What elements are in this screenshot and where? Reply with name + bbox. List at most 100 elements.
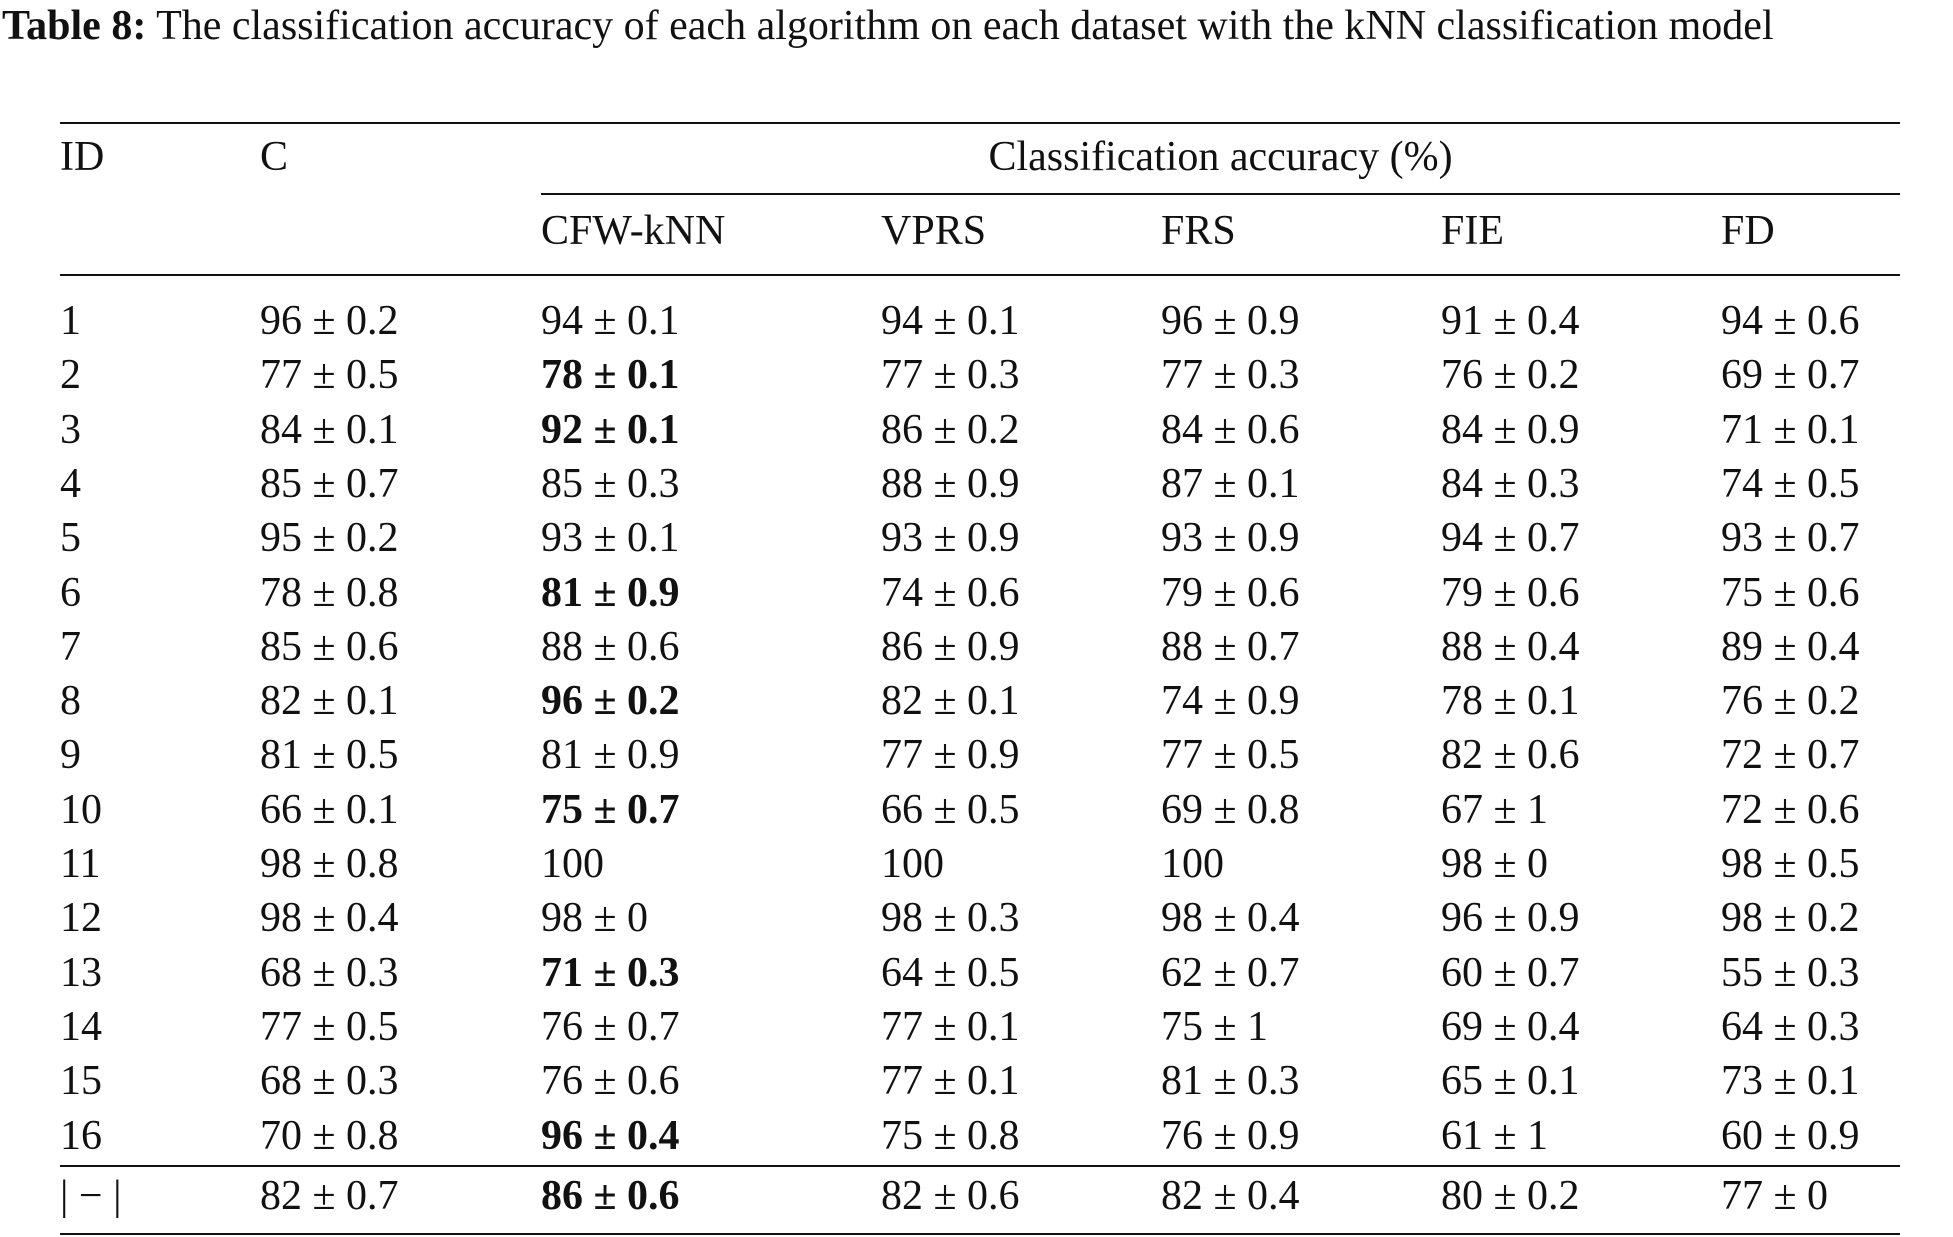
table-row-cell: 68 ± 0.3 — [260, 1058, 399, 1104]
table-row-cell: 76 ± 0.6 — [541, 1058, 680, 1104]
table-row-id: 9 — [60, 732, 81, 778]
table-row-cell: 65 ± 0.1 — [1441, 1058, 1580, 1104]
table-row-cell: 69 ± 0.7 — [1721, 352, 1860, 398]
table-row-cell: 69 ± 0.4 — [1441, 1004, 1580, 1050]
table-row-cell: 75 ± 0.7 — [541, 787, 680, 833]
table-row-cell: 98 ± 0.4 — [260, 895, 399, 941]
table-row-cell: 77 ± 0.9 — [881, 732, 1020, 778]
table-row-cell: 79 ± 0.6 — [1441, 570, 1580, 616]
table-row-cell: 74 ± 0.5 — [1721, 461, 1860, 507]
table-row-cell: 81 ± 0.5 — [260, 732, 399, 778]
table-row-cell: 93 ± 0.1 — [541, 515, 680, 561]
table-row-cell: 75 ± 0.8 — [881, 1113, 1020, 1159]
table-row-cell: 100 — [881, 841, 944, 887]
table-row-id: 15 — [60, 1058, 102, 1104]
table-row-cell: 100 — [541, 841, 604, 887]
table-row-cell: 76 ± 0.2 — [1441, 352, 1580, 398]
table-row-cell: 82 ± 0.6 — [1441, 732, 1580, 778]
header-method-vprs: VPRS — [881, 208, 987, 254]
summary-row-cell: 80 ± 0.2 — [1441, 1173, 1580, 1219]
table-row-id: 6 — [60, 570, 81, 616]
table-row-cell: 84 ± 0.9 — [1441, 407, 1580, 453]
table-row-cell: 87 ± 0.1 — [1161, 461, 1300, 507]
table-row-cell: 86 ± 0.2 — [881, 407, 1020, 453]
table-row-cell: 88 ± 0.7 — [1161, 624, 1300, 670]
table-row-cell: 77 ± 0.1 — [881, 1058, 1020, 1104]
summary-row-cell: 77 ± 0 — [1721, 1173, 1829, 1219]
table-row-cell: 94 ± 0.1 — [881, 298, 1020, 344]
summary-row-cell: 82 ± 0.7 — [260, 1173, 399, 1219]
table-row-cell: 77 ± 0.5 — [260, 352, 399, 398]
table-row-cell: 82 ± 0.1 — [260, 678, 399, 724]
table-row-cell: 71 ± 0.1 — [1721, 407, 1860, 453]
table-row-cell: 96 ± 0.9 — [1161, 298, 1300, 344]
table-row-id: 8 — [60, 678, 81, 724]
table-row-cell: 85 ± 0.3 — [541, 461, 680, 507]
table-row-cell: 64 ± 0.3 — [1721, 1004, 1860, 1050]
bottom-rule — [60, 1233, 1900, 1235]
table-row-cell: 94 ± 0.7 — [1441, 515, 1580, 561]
table-row-cell: 75 ± 1 — [1161, 1004, 1269, 1050]
table-row-cell: 70 ± 0.8 — [260, 1113, 399, 1159]
table-row-cell: 69 ± 0.8 — [1161, 787, 1300, 833]
table-row-cell: 66 ± 0.1 — [260, 787, 399, 833]
table-row-cell: 96 ± 0.9 — [1441, 895, 1580, 941]
table-row-cell: 78 ± 0.1 — [1441, 678, 1580, 724]
table-row-id: 12 — [60, 895, 102, 941]
table-row-cell: 88 ± 0.9 — [881, 461, 1020, 507]
table-row-cell: 72 ± 0.6 — [1721, 787, 1860, 833]
table-row-cell: 78 ± 0.8 — [260, 570, 399, 616]
header-method-fie: FIE — [1441, 208, 1504, 254]
table-row-cell: 82 ± 0.1 — [881, 678, 1020, 724]
table-caption: Table 8: The classification accuracy of … — [2, 0, 1950, 52]
table-row-cell: 66 ± 0.5 — [881, 787, 1020, 833]
table-row-cell: 75 ± 0.6 — [1721, 570, 1860, 616]
table-row-cell: 81 ± 0.9 — [541, 732, 680, 778]
table-row-id: 10 — [60, 787, 102, 833]
table-row-cell: 62 ± 0.7 — [1161, 950, 1300, 996]
table-row-cell: 84 ± 0.6 — [1161, 407, 1300, 453]
table-row-cell: 98 ± 0.3 — [881, 895, 1020, 941]
table-row-cell: 98 ± 0 — [541, 895, 649, 941]
table-row-cell: 88 ± 0.6 — [541, 624, 680, 670]
top-rule — [60, 122, 1900, 124]
table-row-cell: 96 ± 0.2 — [541, 678, 680, 724]
table-row-cell: 95 ± 0.2 — [260, 515, 399, 561]
table-row-cell: 71 ± 0.3 — [541, 950, 680, 996]
summary-row-id: | − | — [60, 1173, 122, 1219]
table-row-cell: 72 ± 0.7 — [1721, 732, 1860, 778]
table-row-cell: 91 ± 0.4 — [1441, 298, 1580, 344]
table-row-cell: 77 ± 0.1 — [881, 1004, 1020, 1050]
table-row-cell: 100 — [1161, 841, 1224, 887]
table-row-cell: 94 ± 0.1 — [541, 298, 680, 344]
table-row-cell: 93 ± 0.9 — [1161, 515, 1300, 561]
header-group-title: Classification accuracy (%) — [988, 134, 1453, 180]
header-method-fd: FD — [1721, 208, 1775, 254]
table-row-cell: 77 ± 0.5 — [1161, 732, 1300, 778]
table-row-cell: 96 ± 0.4 — [541, 1113, 680, 1159]
table-row-cell: 98 ± 0 — [1441, 841, 1549, 887]
caption-label: Table 8: — [2, 3, 147, 49]
table-row-id: 7 — [60, 624, 81, 670]
header-rule — [60, 274, 1900, 276]
table-row-cell: 79 ± 0.6 — [1161, 570, 1300, 616]
table-row-cell: 84 ± 0.3 — [1441, 461, 1580, 507]
table-row-cell: 85 ± 0.6 — [260, 624, 399, 670]
table-row-cell: 93 ± 0.7 — [1721, 515, 1860, 561]
header-method-frs: FRS — [1161, 208, 1236, 254]
summary-row-cell: 82 ± 0.6 — [881, 1173, 1020, 1219]
table-row-id: 4 — [60, 461, 81, 507]
table-row-cell: 60 ± 0.7 — [1441, 950, 1580, 996]
header-method-cfw-knn: CFW-kNN — [541, 208, 726, 254]
table-row-cell: 81 ± 0.3 — [1161, 1058, 1300, 1104]
table-row-cell: 77 ± 0.3 — [1161, 352, 1300, 398]
table-row-cell: 74 ± 0.6 — [881, 570, 1020, 616]
table-row-id: 11 — [60, 841, 101, 887]
table-row-cell: 89 ± 0.4 — [1721, 624, 1860, 670]
group-rule — [541, 193, 1900, 195]
table-row-id: 3 — [60, 407, 81, 453]
header-c: C — [260, 134, 289, 180]
table-row-cell: 77 ± 0.3 — [881, 352, 1020, 398]
summary-row-cell: 86 ± 0.6 — [541, 1173, 680, 1219]
table-row-cell: 76 ± 0.9 — [1161, 1113, 1300, 1159]
